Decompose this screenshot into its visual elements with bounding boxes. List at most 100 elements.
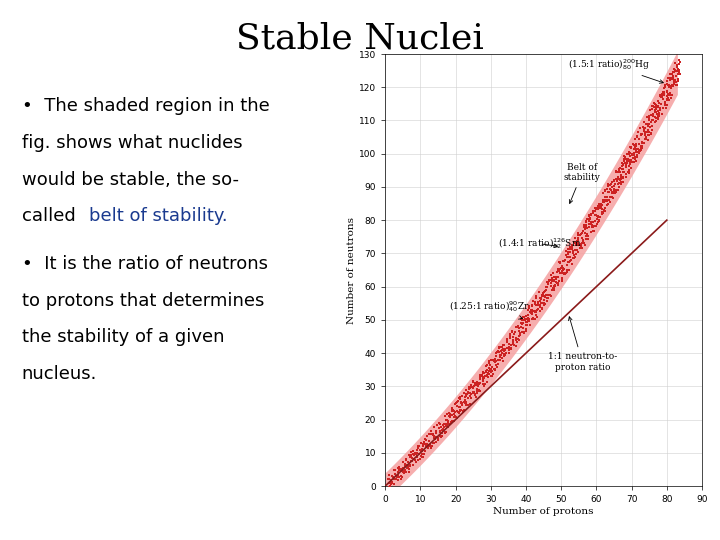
Point [611,168,622,177]
Point [543,291,554,300]
Point [618,154,630,163]
Point [384,478,395,487]
Point [423,430,434,439]
Point [473,379,485,387]
Point [428,423,440,431]
Point [462,388,474,397]
Point [636,142,648,151]
Point [546,277,557,286]
Point [595,204,606,213]
Point [566,260,577,268]
Point [629,134,641,143]
Point [652,111,664,120]
Point [431,433,442,442]
Point [508,338,519,346]
Point [654,91,665,100]
Point [549,281,560,290]
Point [473,380,485,388]
Point [575,243,587,252]
Point [629,143,641,152]
Point [438,420,450,429]
Point [511,335,523,343]
Point [411,446,423,455]
Point [445,417,456,426]
Point [570,246,581,255]
Point [410,458,421,467]
Point [654,112,665,120]
Point [392,464,403,472]
Point [580,221,592,230]
Point [620,172,631,181]
Point [534,294,546,302]
Point [661,86,672,95]
Point [461,401,472,410]
Point [399,461,410,470]
Point [628,148,639,157]
Point [462,400,474,409]
Point [394,473,405,482]
Point [599,196,611,205]
Point [414,446,426,454]
Point [444,411,455,420]
Point [647,125,658,134]
Point [611,187,622,196]
Point [559,270,570,279]
Point [542,279,554,287]
Point [446,416,458,425]
Point [534,307,546,315]
Point [575,242,587,251]
Y-axis label: Number of neutrons: Number of neutrons [347,217,356,323]
Point [653,96,665,105]
Point [470,393,482,401]
Point [568,238,580,247]
Point [582,231,594,240]
Point [477,371,488,380]
Point [572,239,583,247]
Point [449,407,460,415]
Point [550,278,562,287]
Point [612,167,624,176]
Point [420,442,432,451]
Point [668,78,680,86]
Point [576,228,588,237]
Point [615,175,626,184]
Point [529,298,541,306]
Point [598,207,609,216]
Point [547,285,559,294]
Point [493,343,505,352]
Point [453,409,464,417]
Point [533,300,544,308]
Point [661,100,672,109]
Point [564,247,576,256]
Point [647,105,658,113]
Point [642,120,653,129]
Point [624,150,635,158]
Point [418,442,429,450]
Point [446,406,458,414]
Text: 1:1 neutron-to-
proton ratio: 1:1 neutron-to- proton ratio [548,317,617,372]
Point [392,472,403,481]
Point [559,255,571,264]
Point [616,173,627,181]
Text: the stability of a given: the stability of a given [22,328,224,346]
Point [657,94,668,103]
Point [621,150,632,158]
Point [531,305,542,314]
Point [399,469,410,477]
Point [624,143,635,151]
Point [436,428,448,437]
Point [400,468,412,476]
Point [446,410,458,419]
Point [650,117,662,125]
Point [626,157,637,166]
Point [429,435,441,443]
Point [474,370,486,379]
Point [511,338,523,346]
Point [662,80,673,89]
Point [471,389,482,397]
Point [572,237,583,245]
Point [636,130,647,139]
Point [617,174,629,183]
Point [611,167,622,176]
Point [655,92,667,101]
